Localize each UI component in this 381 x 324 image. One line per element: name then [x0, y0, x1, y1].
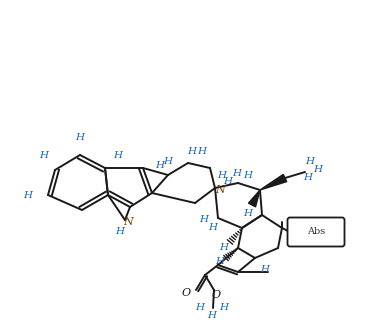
Text: O: O [211, 290, 221, 300]
Text: H: H [261, 265, 269, 274]
Polygon shape [260, 174, 287, 190]
Polygon shape [248, 190, 260, 207]
Text: H: H [197, 147, 207, 156]
Text: H: H [200, 215, 208, 225]
Text: N: N [215, 185, 225, 195]
Text: H: H [219, 244, 229, 252]
Text: H: H [224, 178, 232, 187]
Text: H: H [115, 227, 125, 237]
Text: H: H [155, 160, 165, 169]
Text: H: H [208, 311, 216, 320]
Text: H: H [114, 151, 123, 159]
Text: H: H [75, 133, 85, 143]
Text: H: H [195, 304, 205, 313]
Text: H: H [219, 304, 229, 313]
Text: H: H [40, 151, 48, 159]
FancyBboxPatch shape [288, 217, 344, 247]
Text: H: H [304, 173, 312, 182]
Text: H: H [232, 168, 242, 178]
Text: H: H [187, 146, 197, 156]
Text: H: H [243, 209, 253, 217]
Text: H: H [314, 166, 322, 175]
Text: O: O [181, 288, 190, 298]
Text: H: H [208, 224, 218, 233]
Text: Abs: Abs [307, 227, 325, 237]
Text: H: H [163, 157, 173, 167]
Text: H: H [24, 191, 32, 200]
Text: H: H [216, 258, 224, 267]
Text: H: H [218, 170, 226, 179]
Text: N: N [123, 217, 133, 227]
Text: H: H [243, 170, 253, 179]
Text: H: H [306, 157, 314, 167]
